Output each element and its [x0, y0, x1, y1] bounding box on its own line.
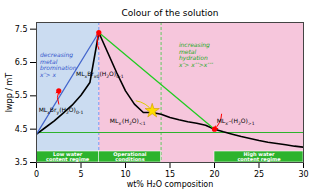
- svg-text:increasingmetalhydrationx’> x’: increasingmetalhydrationx’> x’’>x’’’: [178, 41, 213, 68]
- svg-text:0: 0: [34, 170, 39, 179]
- svg-text:30: 30: [298, 170, 308, 179]
- svg-text:Operationalconditions: Operationalconditions: [113, 151, 147, 162]
- svg-text:7.5: 7.5: [15, 25, 28, 34]
- svg-text:MLx′-(H2O)>1: MLx′-(H2O)>1: [217, 117, 255, 126]
- svg-text:10: 10: [120, 170, 130, 179]
- svg-text:MLx′(H2O)<1: MLx′(H2O)<1: [110, 117, 146, 126]
- svg-text:4.5: 4.5: [15, 125, 28, 134]
- svg-text:wt% H₂O composition: wt% H₂O composition: [127, 180, 214, 189]
- svg-text:Low watercontent regime: Low watercontent regime: [46, 151, 90, 163]
- svg-text:25: 25: [254, 170, 264, 179]
- svg-text:MLxBry(H2O)0-1: MLxBry(H2O)0-1: [39, 106, 84, 115]
- svg-text:decreasingmetalbrominationx’>: decreasingmetalbrominationx’> x: [39, 51, 77, 78]
- svg-text:High watercontent regime: High watercontent regime: [237, 151, 281, 163]
- svg-text:MLxBrx0(H2O)0-1: MLxBrx0(H2O)0-1: [76, 70, 124, 79]
- svg-text:5.5: 5.5: [15, 91, 28, 100]
- svg-text:15: 15: [165, 170, 175, 179]
- svg-text:lwpp / mT: lwpp / mT: [5, 73, 14, 112]
- svg-text:6.5: 6.5: [15, 58, 28, 67]
- svg-text:20: 20: [209, 170, 219, 179]
- svg-text:5: 5: [78, 170, 83, 179]
- svg-text:Colour of the solution: Colour of the solution: [122, 8, 219, 18]
- svg-text:3.5: 3.5: [15, 158, 28, 167]
